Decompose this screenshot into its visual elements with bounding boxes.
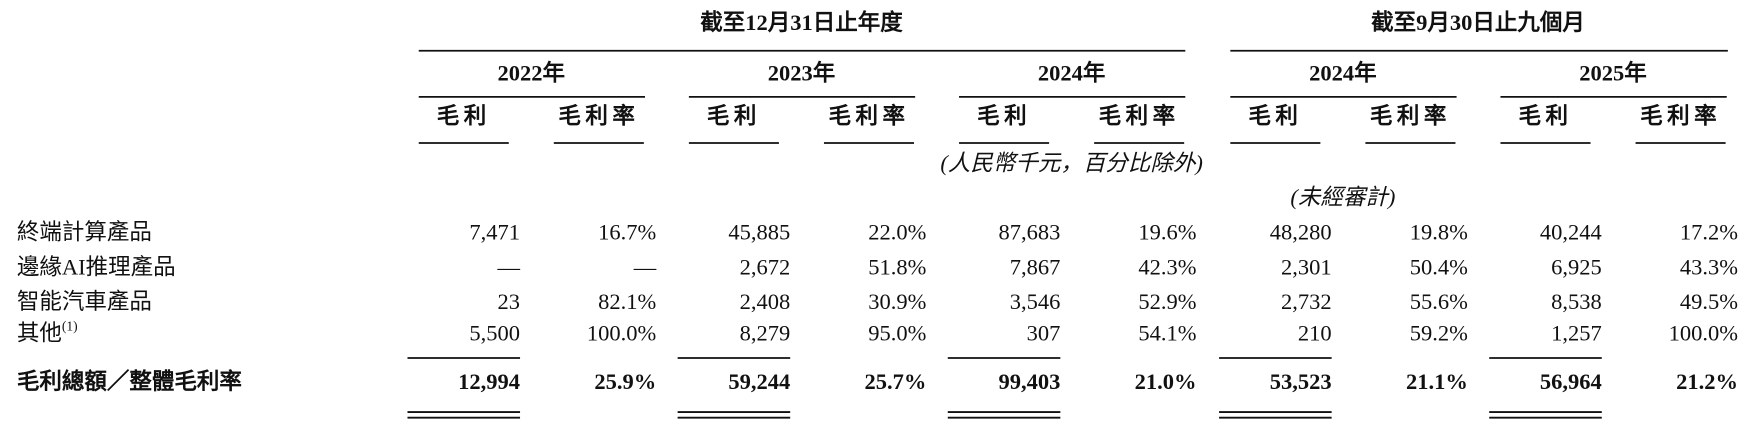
cell: 2,732 xyxy=(1281,289,1332,314)
cell: 45,885 xyxy=(728,219,790,244)
cell: 52.9% xyxy=(1138,289,1196,314)
cell: 95.0% xyxy=(868,321,926,346)
cell: 6,925 xyxy=(1551,254,1602,279)
cell: 19.6% xyxy=(1138,219,1196,244)
total-cell: 21.0% xyxy=(1135,369,1197,394)
cell: — xyxy=(497,254,521,279)
cell: 43.3% xyxy=(1680,254,1738,279)
cell: 30.9% xyxy=(868,289,926,314)
cell: 100.0% xyxy=(1669,321,1738,346)
cell: 19.8% xyxy=(1410,219,1468,244)
year-header: 2023年 xyxy=(768,60,836,86)
cell: 8,538 xyxy=(1551,289,1602,314)
cell: 2,672 xyxy=(740,254,791,279)
total-cell: 56,964 xyxy=(1540,369,1602,394)
cell: 50.4% xyxy=(1410,254,1468,279)
cell: 3,546 xyxy=(1010,289,1061,314)
column-header: 毛利 xyxy=(707,103,761,128)
cell: 87,683 xyxy=(998,219,1060,244)
total-cell: 12,994 xyxy=(458,369,520,394)
note-marker: (1) xyxy=(62,319,78,334)
column-header: 毛利率 xyxy=(828,102,909,128)
column-header: 毛利 xyxy=(1518,103,1572,128)
cell: 40,244 xyxy=(1540,219,1602,244)
column-header: 毛利率 xyxy=(1370,102,1451,128)
row-label: 智能汽車產品 xyxy=(17,289,152,314)
column-header: 毛利率 xyxy=(1640,102,1721,128)
cell: 23 xyxy=(498,289,521,314)
cell: 7,471 xyxy=(469,219,520,244)
total-cell: 25.9% xyxy=(594,369,656,394)
total-cell: 59,244 xyxy=(728,369,790,394)
cell: 22.0% xyxy=(868,219,926,244)
cell: 51.8% xyxy=(868,254,926,279)
cell: 42.3% xyxy=(1138,254,1196,279)
cell: — xyxy=(633,254,657,279)
total-cell: 53,523 xyxy=(1270,369,1332,394)
cell: 82.1% xyxy=(598,289,656,314)
column-header: 毛利率 xyxy=(558,102,639,128)
row-label: 其他(1) xyxy=(17,319,78,346)
cell: 55.6% xyxy=(1410,289,1468,314)
total-label: 毛利總額／整體毛利率 xyxy=(17,368,242,394)
total-cell: 25.7% xyxy=(865,369,927,394)
year-header: 2022年 xyxy=(498,60,566,86)
total-cell: 21.1% xyxy=(1406,369,1468,394)
unaudited-note: (未經審計) xyxy=(1290,184,1395,209)
total-cell: 99,403 xyxy=(998,369,1060,394)
cell: 54.1% xyxy=(1138,321,1196,346)
column-header: 毛利率 xyxy=(1099,102,1180,128)
unit-note: (人民幣千元，百分比除外) xyxy=(940,151,1202,176)
cell: 2,408 xyxy=(740,289,791,314)
cell: 48,280 xyxy=(1270,219,1332,244)
cell: 307 xyxy=(1027,321,1061,346)
group-header: 截至9月30日止九個月 xyxy=(1371,10,1585,35)
cell: 100.0% xyxy=(587,321,656,346)
cell: 17.2% xyxy=(1680,219,1738,244)
cell: 5,500 xyxy=(469,321,520,346)
cell: 2,301 xyxy=(1281,254,1332,279)
cell: 59.2% xyxy=(1410,321,1468,346)
cell: 8,279 xyxy=(740,321,791,346)
cell: 16.7% xyxy=(598,219,656,244)
row-label: 終端計算產品 xyxy=(17,219,152,244)
column-header: 毛利 xyxy=(977,103,1031,128)
cell: 7,867 xyxy=(1010,254,1061,279)
cell: 1,257 xyxy=(1551,321,1602,346)
year-header: 2024年 xyxy=(1038,60,1106,86)
column-header: 毛利 xyxy=(437,103,491,128)
cell: 210 xyxy=(1298,321,1332,346)
group-header: 截至12月31日止年度 xyxy=(700,9,903,35)
year-header: 2025年 xyxy=(1579,60,1647,86)
year-header: 2024年 xyxy=(1309,60,1377,86)
row-label: 邊緣AI推理產品 xyxy=(17,254,176,279)
cell: 49.5% xyxy=(1680,289,1738,314)
column-header: 毛利 xyxy=(1248,103,1302,128)
total-cell: 21.2% xyxy=(1676,369,1738,394)
